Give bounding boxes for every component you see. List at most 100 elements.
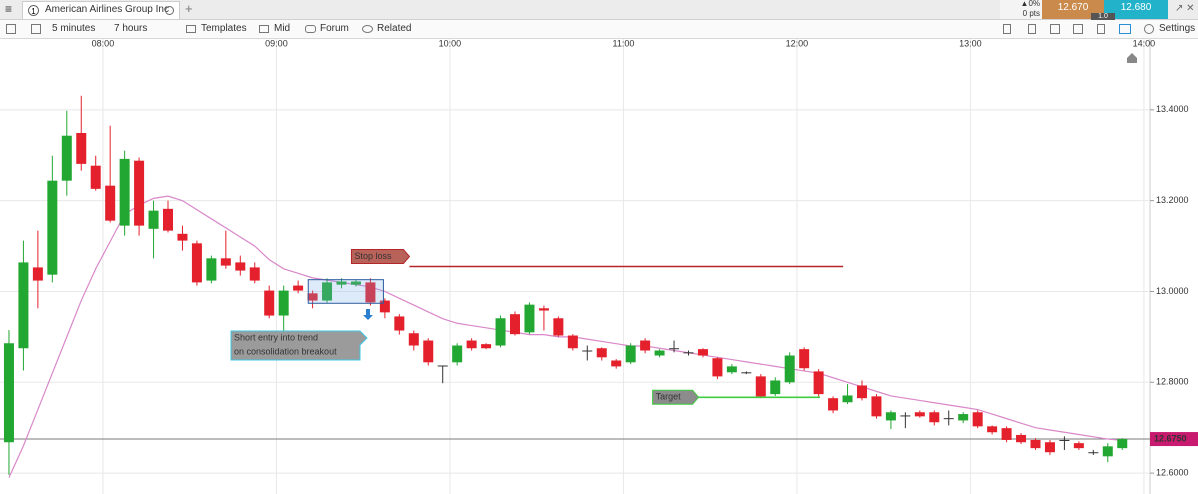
tool-icon[interactable] xyxy=(1050,24,1060,34)
candle-body xyxy=(32,267,43,281)
x-tick-label: 11:00 xyxy=(613,39,635,48)
candle-body xyxy=(1001,428,1012,440)
forum-icon xyxy=(305,25,316,33)
candle-body xyxy=(466,340,477,349)
candle-body xyxy=(1117,439,1128,449)
templates[interactable]: Templates xyxy=(201,23,247,34)
candle-body xyxy=(423,340,434,363)
candle-body xyxy=(929,412,940,423)
candle-body xyxy=(726,366,737,373)
candle-body xyxy=(914,412,925,417)
templates-icon xyxy=(186,25,196,33)
candle-body xyxy=(697,349,708,356)
x-tick-label: 14:00 xyxy=(1133,39,1156,48)
home-icon[interactable] xyxy=(1127,53,1137,63)
menu-icon[interactable]: ≡ xyxy=(5,2,13,16)
candle-body xyxy=(943,418,954,420)
window-icons[interactable]: ↗ ✕ xyxy=(1175,3,1195,14)
settings[interactable]: Settings xyxy=(1159,23,1196,34)
moving-average xyxy=(8,195,1123,478)
sell-button[interactable]: 12.670 xyxy=(1042,0,1104,19)
spread: 1.0 xyxy=(1091,13,1115,20)
candle-body xyxy=(885,412,896,421)
candle-body xyxy=(828,398,839,411)
tool-icon[interactable] xyxy=(1119,24,1131,34)
last-price-tag xyxy=(1150,432,1198,447)
candle-body xyxy=(437,365,448,367)
candle-body xyxy=(408,333,419,346)
candle-body xyxy=(105,185,116,221)
candle-body xyxy=(654,350,665,356)
candle-body xyxy=(741,372,752,374)
candle-body xyxy=(524,304,535,333)
candle-body xyxy=(293,285,304,291)
candle-body xyxy=(669,348,680,350)
candle-body xyxy=(871,396,882,417)
candle-body xyxy=(683,352,694,354)
tab-title: American Airlines Group Inc xyxy=(45,4,169,15)
candle-body xyxy=(365,282,376,303)
candle-body xyxy=(625,345,636,363)
candle-body xyxy=(394,316,405,331)
related[interactable]: Related xyxy=(377,23,412,34)
search-icon[interactable] xyxy=(165,6,174,15)
consolidation-box xyxy=(307,279,384,304)
layout-icon[interactable] xyxy=(31,24,41,34)
candle-body xyxy=(336,281,347,285)
tab-number: 1 xyxy=(28,5,39,16)
candle-body xyxy=(278,290,289,316)
candle-body xyxy=(813,371,824,395)
tab[interactable]: 1 American Airlines Group Inc xyxy=(22,1,180,19)
candle-body xyxy=(47,180,58,275)
candle-body xyxy=(596,348,607,358)
candle-body xyxy=(1030,439,1041,449)
buy-button[interactable]: 12.680 xyxy=(1104,0,1168,19)
x-tick-label: 13:00 xyxy=(959,39,982,48)
candle-body xyxy=(1059,439,1070,441)
add-tab[interactable]: + xyxy=(185,1,193,16)
forum[interactable]: Forum xyxy=(320,23,349,34)
candle-body xyxy=(163,208,174,231)
change: 0% xyxy=(1028,0,1040,8)
candle-body xyxy=(191,243,202,283)
candle-body xyxy=(350,281,361,285)
price-type[interactable]: Mid xyxy=(274,23,291,34)
toolbar: 5 minutes 7 hours Templates Mid Forum Re… xyxy=(0,20,1198,39)
down-arrow xyxy=(363,309,373,320)
x-tick-label: 10:00 xyxy=(439,39,462,48)
panel-icon[interactable] xyxy=(6,24,16,34)
candle-body xyxy=(119,158,130,226)
candle-body xyxy=(3,343,14,443)
candle-body xyxy=(18,262,29,349)
candle-body xyxy=(799,349,810,369)
candle-body xyxy=(770,380,781,395)
candle-body xyxy=(842,395,853,403)
tool-icon[interactable] xyxy=(1097,24,1105,34)
y-tick-label: 12.6000 xyxy=(1156,467,1189,477)
tool-icon[interactable] xyxy=(1003,24,1011,34)
candle-body xyxy=(1016,434,1027,443)
candle-body xyxy=(958,414,969,421)
related-icon xyxy=(362,25,373,33)
tool-icon[interactable] xyxy=(1073,24,1083,34)
range[interactable]: 7 hours xyxy=(114,23,148,34)
candle-body xyxy=(553,318,564,336)
candle-body xyxy=(379,300,390,313)
candle-body xyxy=(61,135,72,181)
level-label-box xyxy=(350,249,411,264)
candle-body xyxy=(582,350,593,352)
interval[interactable]: 5 minutes xyxy=(52,23,96,34)
candle-body xyxy=(206,258,217,281)
candle-body xyxy=(177,233,188,241)
tool-icon[interactable] xyxy=(1028,24,1036,34)
level-label-box xyxy=(652,389,700,405)
x-tick-label: 09:00 xyxy=(265,39,288,48)
candle-body xyxy=(1102,446,1113,457)
candle-body xyxy=(856,385,867,399)
candle-body xyxy=(495,318,506,346)
settings-icon xyxy=(1144,24,1154,34)
candle-body xyxy=(567,335,578,349)
quote-change-box: ▲0% 0 pts xyxy=(1000,0,1042,19)
y-tick-label: 13.4000 xyxy=(1156,104,1189,114)
